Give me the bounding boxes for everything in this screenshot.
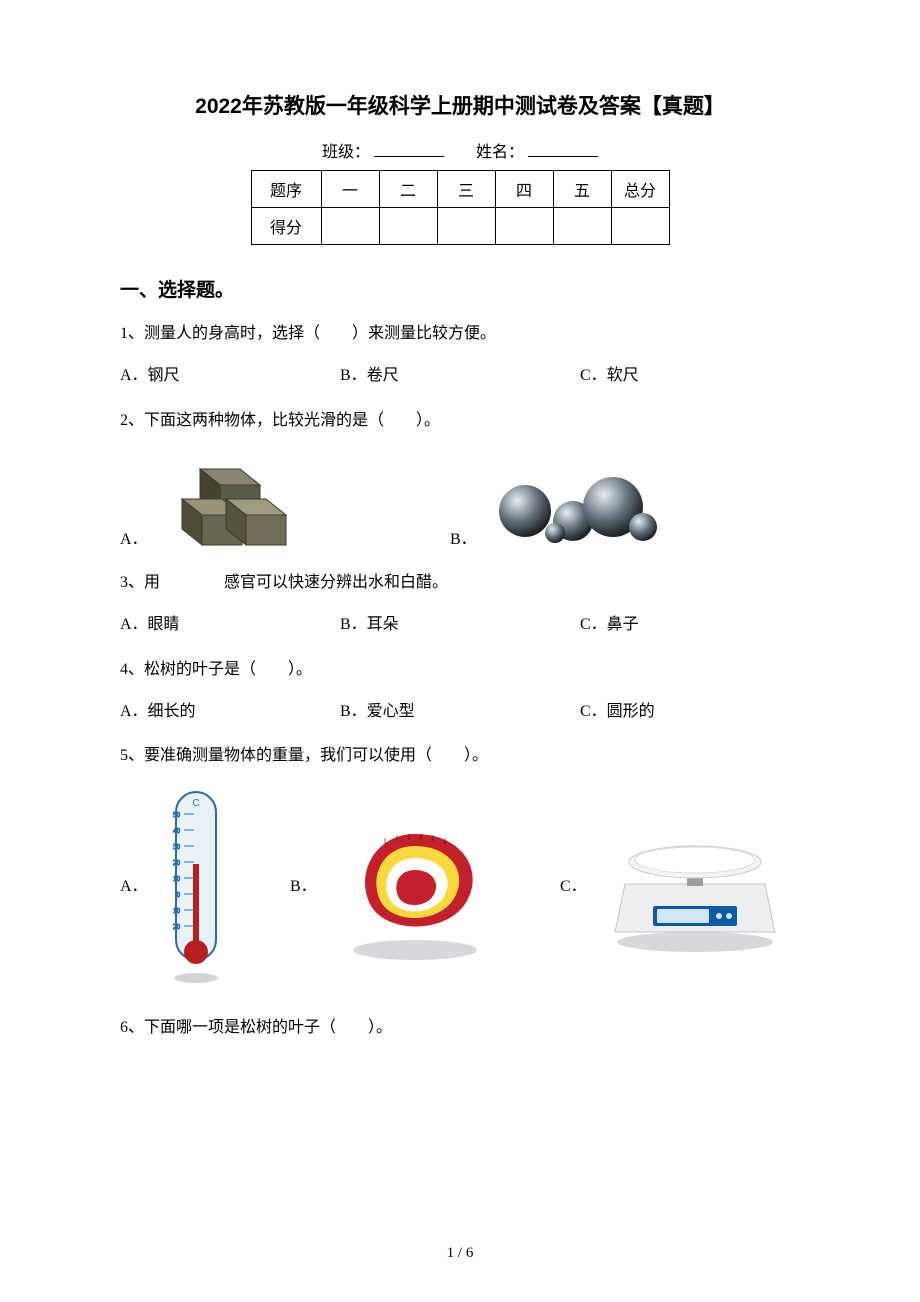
q3-opt-c: C．鼻子 — [580, 611, 780, 640]
col-header-2: 三 — [437, 171, 495, 208]
q2-opt-b-label: B． — [450, 525, 477, 549]
col-header-1: 二 — [379, 171, 437, 208]
q6-num: 6、 — [120, 1019, 144, 1036]
glass-marbles-image — [485, 449, 665, 549]
q1-num: 1、 — [120, 325, 144, 342]
q5-stem: 要准确测量物体的重量，我们可以使用（ ）。 — [144, 747, 488, 764]
q5-options: A． C 50 40 30 20 10 0 10 20 — [120, 784, 800, 984]
section-1-heading: 一、选择题。 — [120, 275, 800, 302]
svg-text:30: 30 — [173, 843, 181, 851]
q4-stem: 松树的叶子是（ ）。 — [144, 661, 312, 678]
score-cell — [611, 208, 669, 245]
q5-opt-b-label: B． — [290, 872, 317, 896]
svg-text:20: 20 — [173, 923, 181, 931]
q4-opt-c: C．圆形的 — [580, 698, 780, 727]
svg-text:10: 10 — [173, 875, 181, 883]
q3-opt-b: B．耳朵 — [340, 611, 580, 640]
q2-num: 2、 — [120, 412, 144, 429]
thermometer-image: C 50 40 30 20 10 0 10 20 — [156, 784, 236, 984]
q2-opt-a-label: A． — [120, 525, 148, 549]
q4-opt-b: B．爱心型 — [340, 698, 580, 727]
question-1: 1、测量人的身高时，选择（ ）来测量比较方便。 — [120, 318, 800, 350]
question-3: 3、用 感官可以快速分辨出水和白醋。 — [120, 567, 800, 599]
col-header-3: 四 — [495, 171, 553, 208]
q4-options: A．细长的 B．爱心型 C．圆形的 — [120, 698, 800, 727]
class-name-row: 班级： 姓名： — [120, 138, 800, 162]
class-label: 班级： — [322, 144, 370, 161]
q2-options: A． B． — [120, 449, 800, 549]
score-cell — [553, 208, 611, 245]
name-label: 姓名： — [476, 144, 524, 161]
score-cell — [321, 208, 379, 245]
q1-opt-c: C．软尺 — [580, 362, 780, 391]
electronic-scale-image — [595, 814, 795, 954]
score-cell — [437, 208, 495, 245]
q1-opt-b: B．卷尺 — [340, 362, 580, 391]
q5-num: 5、 — [120, 747, 144, 764]
tape-measure-image — [325, 804, 505, 964]
score-cell — [379, 208, 437, 245]
q2-stem: 下面这两种物体，比较光滑的是（ ）。 — [144, 412, 440, 429]
page-title: 2022年苏教版一年级科学上册期中测试卷及答案【真题】 — [120, 90, 800, 120]
table-row: 得分 — [251, 208, 669, 245]
iron-cubes-image — [156, 449, 296, 549]
col-header-4: 五 — [553, 171, 611, 208]
svg-text:C: C — [192, 798, 199, 809]
svg-text:40: 40 — [173, 827, 181, 835]
name-blank — [528, 143, 598, 157]
q5-opt-c: C． — [560, 814, 795, 954]
svg-text:50: 50 — [173, 811, 181, 819]
question-5: 5、要准确测量物体的重量，我们可以使用（ ）。 — [120, 740, 800, 772]
question-2: 2、下面这两种物体，比较光滑的是（ ）。 — [120, 405, 800, 437]
q3-opt-a: A．眼睛 — [120, 611, 340, 640]
page-footer: 1 / 6 — [0, 1245, 920, 1262]
q5-opt-a-label: A． — [120, 872, 148, 896]
col-header-5: 总分 — [611, 171, 669, 208]
q3-options: A．眼睛 B．耳朵 C．鼻子 — [120, 611, 800, 640]
row-label-0: 题序 — [251, 171, 321, 208]
q2-opt-b: B． — [450, 449, 665, 549]
score-cell — [495, 208, 553, 245]
q6-stem: 下面哪一项是松树的叶子（ ）。 — [144, 1019, 392, 1036]
q2-opt-a: A． — [120, 449, 380, 549]
q4-num: 4、 — [120, 661, 144, 678]
score-table: 题序 一 二 三 四 五 总分 得分 — [251, 170, 670, 245]
svg-text:20: 20 — [173, 859, 181, 867]
svg-text:0: 0 — [176, 891, 180, 899]
q1-opt-a: A．钢尺 — [120, 362, 340, 391]
q3-stem: 用 感官可以快速分辨出水和白醋。 — [144, 574, 448, 591]
q1-stem: 测量人的身高时，选择（ ）来测量比较方便。 — [144, 325, 496, 342]
class-blank — [374, 143, 444, 157]
q4-opt-a: A．细长的 — [120, 698, 340, 727]
q5-opt-a: A． C 50 40 30 20 10 0 10 20 — [120, 784, 290, 984]
row-label-1: 得分 — [251, 208, 321, 245]
q3-num: 3、 — [120, 574, 144, 591]
table-row: 题序 一 二 三 四 五 总分 — [251, 171, 669, 208]
svg-text:10: 10 — [173, 907, 181, 915]
question-4: 4、松树的叶子是（ ）。 — [120, 654, 800, 686]
q5-opt-c-label: C． — [560, 872, 587, 896]
question-6: 6、下面哪一项是松树的叶子（ ）。 — [120, 1012, 800, 1044]
col-header-0: 一 — [321, 171, 379, 208]
q1-options: A．钢尺 B．卷尺 C．软尺 — [120, 362, 800, 391]
q5-opt-b: B． — [290, 804, 560, 964]
